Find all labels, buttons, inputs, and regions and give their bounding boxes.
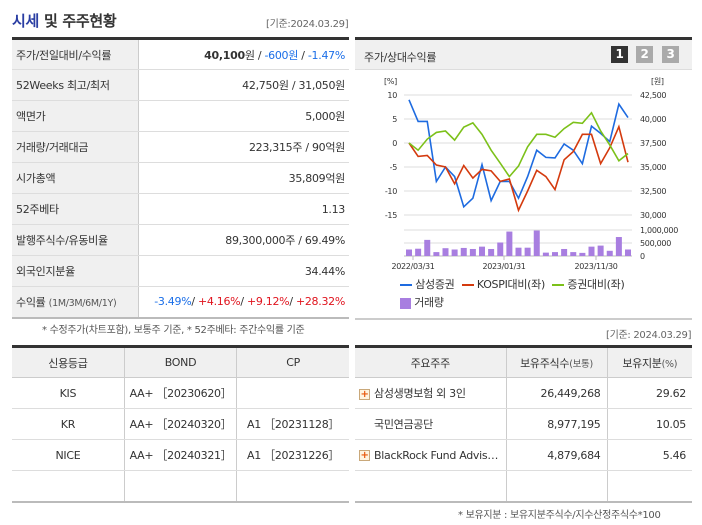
table-row: 시가총액 35,809억원 <box>12 162 349 194</box>
volume-bar <box>506 231 513 256</box>
price-info-table: 주가/전일대비/수익률 40,100원 / -600원 / -1.47% 52We… <box>12 37 349 319</box>
volume-bar <box>451 249 458 256</box>
table-row: NICE AA+ ［20240321］ A1 ［20231226］ <box>12 439 349 471</box>
right-axis-tick: 40,000 <box>640 115 666 124</box>
legend-swatch <box>552 284 565 286</box>
volume-bar <box>433 252 440 256</box>
volume-bar <box>597 245 604 256</box>
price-footnote: * 수정주가(차트포함), 보통주 기준, * 52주베타: 주간수익률 기준 <box>42 325 305 336</box>
volume-bar <box>570 252 577 256</box>
legend-swatch <box>461 284 474 286</box>
volume-bar <box>488 248 495 256</box>
volume-bar <box>424 239 431 256</box>
shareholder-footnote: * 보유지분 : 보유지분주식수/지수산정주식수*100 <box>458 510 661 521</box>
volume-bar <box>542 252 549 256</box>
left-axis-tick: -5 <box>390 163 398 172</box>
left-axis-unit: [%] <box>384 77 397 86</box>
volume-axis-tick: 1,000,000 <box>640 226 678 235</box>
legend-swatch <box>400 297 411 309</box>
volume-bar <box>579 252 586 256</box>
table-row <box>12 470 349 502</box>
left-axis-tick: -15 <box>385 211 397 220</box>
chart-panel: 주가/상대수익률 1 2 3 <box>355 37 692 320</box>
volume-bar <box>524 247 531 256</box>
right-axis-tick: 32,500 <box>640 187 666 196</box>
volume-bar <box>588 246 595 256</box>
expand-icon[interactable]: + <box>359 450 370 461</box>
table-row: 발행주식수/유동비율 89,300,000주 / 69.49% <box>12 224 349 256</box>
right-axis-tick: 30,000 <box>640 211 666 220</box>
series-line <box>408 124 629 213</box>
left-axis-tick: 5 <box>392 115 397 124</box>
volume-bar <box>415 248 422 256</box>
table-row: + BlackRock Fund Advis… 4,879,684 5.46 <box>355 439 692 471</box>
expand-icon[interactable]: + <box>359 388 370 400</box>
table-row <box>355 470 692 502</box>
table-row: 외국인지분율 34.44% <box>12 255 349 287</box>
left-axis-tick: 0 <box>392 139 397 148</box>
left-axis-tick: 10 <box>387 91 397 100</box>
shareholder-table: 주요주주 보유주식수(보통) 보유지분(%) + 삼성생명보험 외 3인 26,449,… <box>355 345 692 503</box>
table-row: 국민연금공단 8,977,195 10.05 <box>355 408 692 440</box>
table-row: 주가/전일대비/수익률 40,100원 / -600원 / -1.47% <box>12 38 349 70</box>
as-of-date: [기준:2024.03.29] <box>266 19 349 30</box>
volume-bar <box>615 237 622 256</box>
volume-bar <box>515 247 522 256</box>
credit-rating-table: 신용등급 BOND CP KIS AA+ ［20230620］ KR AA+ ［2024… <box>12 345 349 503</box>
series-line <box>408 111 629 178</box>
chart-page-2-button[interactable]: 2 <box>636 46 653 63</box>
volume-bar <box>552 252 558 256</box>
chart-title: 주가/상대수익률 <box>364 51 437 64</box>
volume-bar <box>442 248 449 256</box>
right-axis-tick: 42,500 <box>640 91 666 100</box>
table-row: + 삼성생명보험 외 3인 26,449,268 29.62 <box>355 377 692 409</box>
table-row: 52Weeks 최고/최저 42,750원 / 31,050원 <box>12 69 349 101</box>
page-title: 시세 및 주주현황 <box>12 12 117 30</box>
table-row: 수익률 (1M/3M/6M/1Y) -3.49%/ +4.16%/ +9.12%/… <box>12 286 349 318</box>
volume-axis-tick: 0 <box>640 252 645 261</box>
left-axis-tick: -10 <box>385 187 397 196</box>
volume-bar <box>561 248 568 256</box>
x-axis-tick: 2023/01/31 <box>482 262 525 271</box>
table-row: 52주베타 1.13 <box>12 193 349 225</box>
table-row: 액면가 5,000원 <box>12 100 349 132</box>
x-axis-tick: 2022/03/31 <box>391 262 434 271</box>
volume-bar <box>497 242 504 256</box>
right-axis-unit: [원] <box>651 77 664 86</box>
volume-bar <box>625 249 631 256</box>
right-axis-tick: 35,000 <box>640 163 666 172</box>
x-axis-tick: 2023/11/30 <box>574 262 617 271</box>
table-row: KR AA+ ［20240320］ A1 ［20231128］ <box>12 408 349 440</box>
table-row: 거래량/거래대금 223,315주 / 90억원 <box>12 131 349 163</box>
volume-bar <box>469 248 476 256</box>
volume-bar <box>533 230 540 256</box>
legend-swatch <box>400 284 412 286</box>
volume-bar <box>406 249 412 256</box>
volume-bar <box>606 250 613 256</box>
right-axis-tick: 37,500 <box>640 139 666 148</box>
volume-axis-tick: 500,000 <box>640 239 671 248</box>
chart-page-3-button[interactable]: 3 <box>662 46 679 63</box>
volume-bar <box>460 247 467 256</box>
volume-bar <box>479 246 485 256</box>
table-row: KIS AA+ ［20230620］ <box>12 377 349 409</box>
chart-legend: 삼성증권 KOSPI대비(좌) 증권대비(좌) 거래량 <box>400 276 625 310</box>
chart-page-1-button[interactable]: 1 <box>611 46 628 63</box>
shareholder-as-of: [기준: 2024.03.29] <box>606 330 692 341</box>
